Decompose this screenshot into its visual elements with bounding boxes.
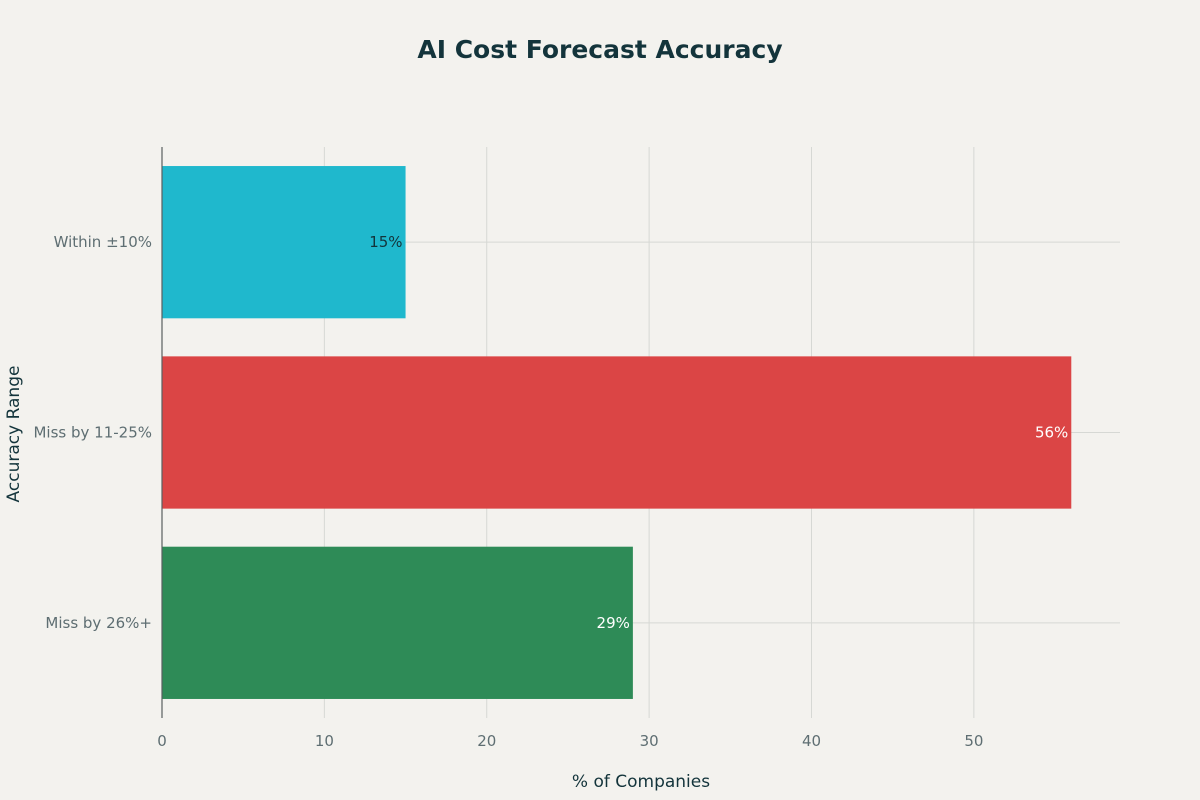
- x-axis-ticks: 0 10 20 30 40 50: [157, 732, 983, 750]
- x-tick-label: 20: [477, 732, 496, 750]
- bar-data-label: 56%: [1035, 424, 1068, 442]
- bar-data-label: 29%: [597, 614, 630, 632]
- chart-title: AI Cost Forecast Accuracy: [417, 35, 782, 64]
- x-tick-label: 0: [157, 732, 167, 750]
- y-axis-title: Accuracy Range: [4, 366, 24, 503]
- x-tick-label: 10: [315, 732, 334, 750]
- x-tick-label: 50: [964, 732, 983, 750]
- x-tick-label: 40: [802, 732, 821, 750]
- bar-data-label: 15%: [369, 233, 402, 251]
- bar: [162, 546, 633, 699]
- y-tick-label: Within ±10%: [54, 233, 152, 251]
- bar: [162, 166, 406, 319]
- x-tick-label: 30: [640, 732, 659, 750]
- bar: [162, 356, 1072, 509]
- bar-group: 15% 56% 29%: [162, 166, 1072, 699]
- x-axis-title: % of Companies: [572, 772, 710, 792]
- y-axis-ticks: Within ±10% Miss by 11-25% Miss by 26%+: [33, 233, 152, 632]
- y-tick-label: Miss by 11-25%: [33, 424, 152, 442]
- y-tick-label: Miss by 26%+: [45, 614, 152, 632]
